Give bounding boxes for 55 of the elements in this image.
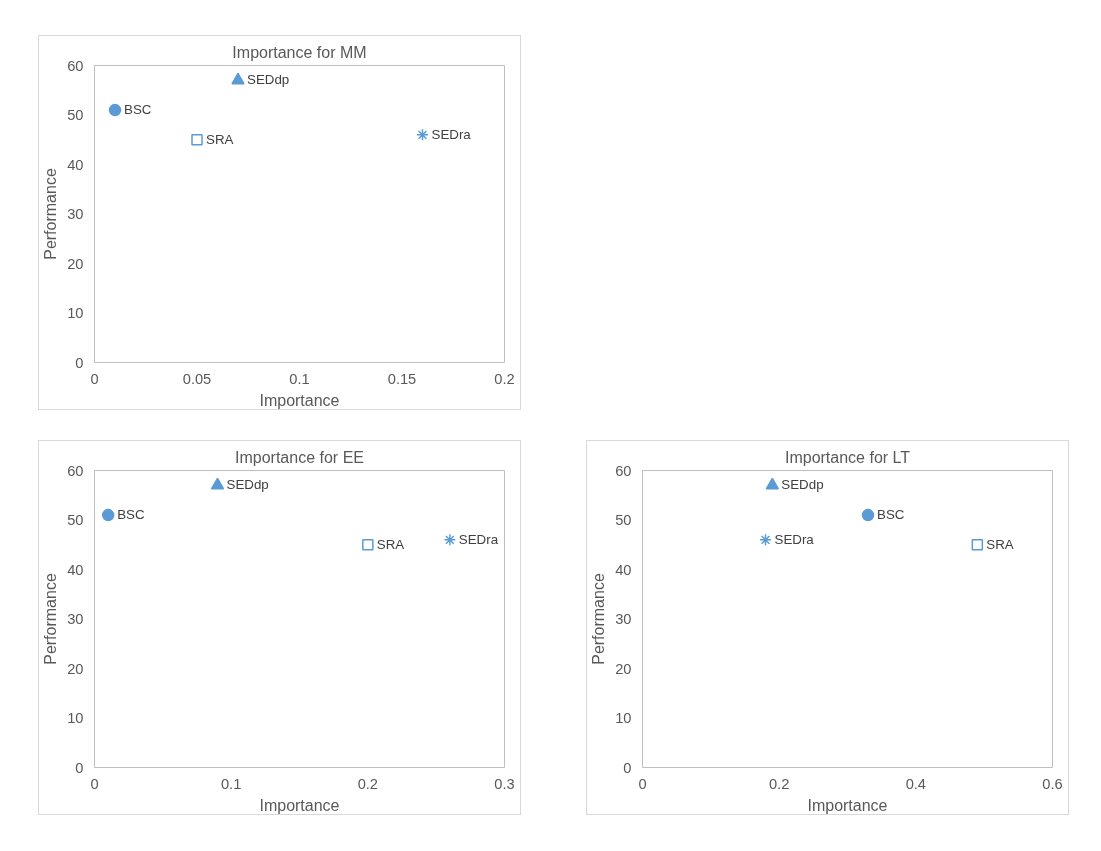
y-tick-label: 10	[67, 305, 84, 321]
series-label: BSC	[117, 507, 145, 523]
y-tick-label: 60	[615, 462, 632, 479]
x-axis-title: Importance	[259, 796, 340, 814]
series-label: SEDdp	[226, 477, 269, 493]
x-axis-title: Importance	[807, 796, 888, 814]
x-tick-label: 0.2	[357, 775, 379, 792]
x-tick-label: 0	[638, 775, 647, 792]
x-tick-label: 0.3	[494, 775, 515, 792]
series-label: SRA	[986, 536, 1014, 552]
series-label: SEDdp	[247, 72, 290, 88]
x-tick-label: 0.2	[494, 370, 515, 387]
y-tick-label: 60	[67, 57, 84, 74]
y-tick-label: 40	[67, 156, 84, 173]
series-label: SEDra	[431, 126, 472, 142]
series-label: SRA	[376, 536, 405, 552]
y-tick-label: 10	[67, 710, 84, 726]
chart-title: Importance for MM	[232, 43, 367, 61]
y-tick-label: 20	[615, 660, 632, 677]
x-tick-label: 0.2	[768, 775, 790, 792]
x-tick-label: 0.6	[1042, 775, 1063, 792]
y-tick-label: 0	[75, 759, 84, 776]
y-tick-label: 20	[67, 255, 84, 272]
x-tick-label: 0.1	[289, 370, 310, 387]
y-tick-label: 30	[67, 206, 84, 222]
y-tick-label: 50	[67, 512, 84, 528]
x-tick-label: 0.4	[905, 775, 927, 792]
series-label: SEDdp	[781, 477, 824, 493]
y-tick-label: 50	[67, 107, 84, 123]
y-tick-label: 20	[67, 660, 84, 677]
y-tick-label: 10	[615, 710, 632, 726]
y-tick-label: 0	[623, 759, 632, 776]
chart-title: Importance for LT	[784, 448, 911, 466]
chart-title: Importance for EE	[235, 448, 364, 466]
x-tick-label: 0.15	[387, 370, 417, 387]
series-label: SEDra	[458, 531, 499, 547]
x-axis-title: Importance	[259, 391, 340, 409]
y-axis-title: Performance	[590, 573, 608, 665]
y-tick-label: 40	[67, 561, 84, 578]
y-tick-label: 30	[615, 611, 632, 627]
x-tick-label: 0.1	[220, 775, 242, 792]
series-label: BSC	[877, 507, 905, 523]
x-tick-label: 0	[90, 370, 99, 387]
y-tick-label: 40	[615, 561, 632, 578]
series-label: BSC	[124, 102, 152, 118]
y-tick-label: 0	[75, 354, 84, 371]
y-tick-label: 30	[67, 611, 84, 627]
series-label: SEDra	[774, 531, 815, 547]
y-axis-title: Performance	[42, 573, 60, 665]
x-tick-label: 0.05	[182, 370, 212, 387]
y-tick-label: 50	[615, 512, 632, 528]
x-tick-label: 0	[90, 775, 99, 792]
series-label: SRA	[206, 131, 234, 147]
y-axis-title: Performance	[42, 168, 60, 260]
y-tick-label: 60	[67, 462, 84, 479]
